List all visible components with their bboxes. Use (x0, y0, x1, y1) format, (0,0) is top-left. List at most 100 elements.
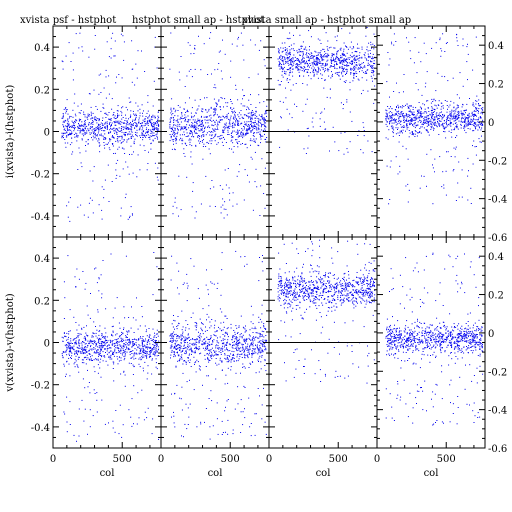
data-point (238, 141, 240, 142)
data-point (96, 392, 98, 394)
data-point (362, 152, 364, 154)
data-point (85, 356, 87, 358)
data-point (136, 125, 138, 127)
data-point (112, 343, 114, 345)
data-point (243, 385, 245, 387)
data-point (118, 347, 119, 349)
data-point (157, 115, 159, 117)
data-point (145, 347, 147, 349)
data-point (278, 49, 280, 51)
data-point (213, 137, 215, 139)
data-point (412, 106, 414, 108)
data-point (454, 156, 456, 158)
data-point (243, 95, 245, 97)
data-point (106, 127, 108, 129)
data-point (156, 346, 158, 348)
data-point (453, 102, 455, 104)
data-point (470, 118, 472, 120)
data-point (287, 52, 289, 54)
data-point (105, 352, 106, 353)
data-point (252, 114, 254, 116)
data-point (456, 104, 458, 106)
data-point (194, 68, 196, 70)
data-point (128, 128, 130, 130)
data-point (389, 122, 391, 124)
data-point (280, 54, 282, 56)
data-point (146, 329, 147, 331)
data-point (259, 122, 261, 123)
data-point (69, 117, 70, 119)
data-point (123, 148, 125, 150)
data-point (84, 120, 86, 122)
data-point (462, 38, 464, 40)
data-point (141, 124, 143, 126)
data-point (260, 138, 262, 140)
data-point (158, 438, 159, 440)
data-point (324, 68, 326, 70)
data-point (122, 117, 124, 118)
data-point (246, 121, 248, 123)
data-point (387, 121, 388, 123)
data-point (298, 61, 300, 62)
data-point (367, 53, 369, 55)
data-point (131, 425, 133, 427)
data-point (277, 79, 279, 81)
data-point (77, 127, 79, 129)
data-point (254, 120, 256, 122)
data-point (214, 351, 215, 353)
data-point (201, 125, 203, 127)
data-point (461, 196, 463, 198)
data-point (463, 122, 465, 123)
data-point (342, 68, 344, 70)
data-point (107, 340, 109, 342)
data-point (106, 125, 108, 127)
data-point (91, 126, 93, 128)
data-point (298, 65, 300, 67)
data-point (281, 64, 283, 65)
data-point (154, 332, 155, 334)
data-point (392, 114, 394, 116)
data-point (423, 175, 425, 177)
data-point (403, 91, 404, 93)
data-point (480, 141, 482, 143)
data-point (356, 55, 358, 57)
data-point (258, 128, 260, 130)
data-point (194, 339, 196, 341)
data-point (336, 68, 338, 70)
data-point (243, 59, 245, 61)
data-point (190, 132, 192, 134)
data-point (151, 349, 153, 351)
data-point (121, 135, 123, 137)
data-point (409, 117, 411, 118)
data-point (437, 122, 439, 124)
data-point (107, 345, 109, 347)
data-point (66, 109, 68, 111)
data-point (66, 360, 68, 362)
data-point (241, 344, 243, 346)
data-point (358, 54, 360, 56)
data-point (444, 127, 446, 129)
data-point (259, 133, 261, 135)
data-point (144, 325, 146, 327)
data-point (311, 54, 313, 56)
data-point (346, 72, 348, 74)
data-point (110, 131, 112, 133)
data-point (331, 66, 333, 67)
data-point (125, 123, 127, 125)
data-point (78, 278, 80, 280)
data-point (142, 112, 143, 114)
data-point (235, 121, 237, 123)
data-point (247, 128, 249, 130)
data-point (117, 105, 119, 107)
data-point (334, 67, 336, 69)
data-point (439, 39, 441, 41)
data-point (125, 346, 127, 348)
data-point (260, 185, 262, 187)
data-point (341, 61, 343, 63)
data-point (358, 47, 360, 49)
data-point (341, 66, 343, 68)
data-point (225, 142, 227, 143)
data-point (300, 66, 302, 68)
data-point (420, 108, 422, 110)
data-point (324, 108, 325, 110)
